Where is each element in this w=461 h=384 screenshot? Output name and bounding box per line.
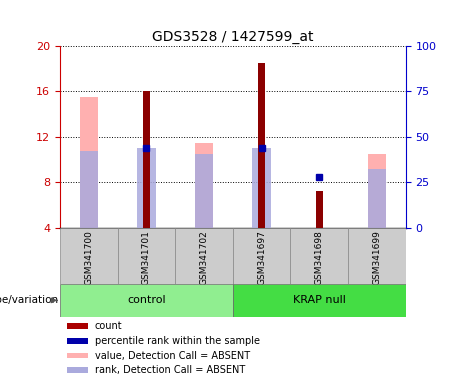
Bar [137, 148, 156, 228]
Bar [233, 284, 406, 317]
Text: GSM341702: GSM341702 [200, 230, 208, 285]
Bar [348, 228, 406, 284]
Text: genotype/variation: genotype/variation [0, 295, 59, 305]
Bar [60, 228, 118, 284]
Text: value, Detection Call = ABSENT: value, Detection Call = ABSENT [95, 351, 249, 361]
Bar [67, 338, 88, 344]
Bar [67, 353, 88, 359]
Bar [143, 91, 150, 228]
Text: GSM341701: GSM341701 [142, 230, 151, 285]
Bar [258, 63, 265, 228]
Bar [368, 169, 386, 228]
Bar [252, 148, 271, 228]
Text: GSM341698: GSM341698 [315, 230, 324, 285]
Bar [195, 154, 213, 228]
Text: control: control [127, 295, 165, 305]
Title: GDS3528 / 1427599_at: GDS3528 / 1427599_at [152, 30, 313, 44]
Text: KRAP null: KRAP null [293, 295, 346, 305]
Bar [290, 228, 348, 284]
Bar [79, 97, 98, 228]
Text: GSM341697: GSM341697 [257, 230, 266, 285]
Bar [368, 154, 386, 228]
Bar [118, 228, 175, 284]
Text: GSM341699: GSM341699 [372, 230, 381, 285]
Text: GSM341700: GSM341700 [84, 230, 93, 285]
Bar [67, 323, 88, 329]
Bar [79, 151, 98, 228]
Bar [60, 284, 233, 317]
Bar [195, 142, 213, 228]
Text: rank, Detection Call = ABSENT: rank, Detection Call = ABSENT [95, 365, 245, 376]
Bar [233, 228, 290, 284]
Bar [316, 191, 323, 228]
Text: percentile rank within the sample: percentile rank within the sample [95, 336, 260, 346]
Bar [175, 228, 233, 284]
Bar [67, 367, 88, 373]
Text: count: count [95, 321, 122, 331]
